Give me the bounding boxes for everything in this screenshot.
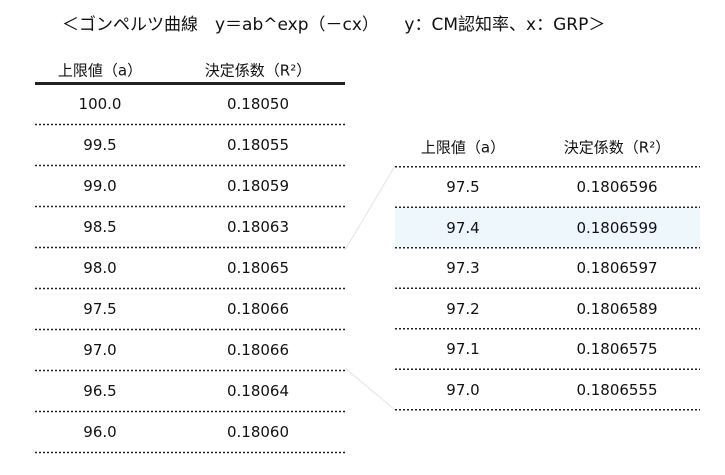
highlight-row bbox=[395, 207, 700, 247]
column-header: 上限値（a） bbox=[57, 61, 143, 80]
connector bbox=[344, 165, 396, 251]
table-cell: 97.5 bbox=[83, 300, 117, 318]
table-cell: 0.1806597 bbox=[576, 259, 658, 277]
table-cell: 97.3 bbox=[446, 259, 480, 277]
table-cell: 0.18060 bbox=[226, 423, 290, 441]
table-cell: 97.1 bbox=[446, 340, 480, 358]
table-cell: 0.18066 bbox=[226, 300, 290, 318]
table-cell: 100.0 bbox=[78, 95, 122, 113]
column-header: 上限値（a） bbox=[420, 138, 506, 157]
table-cell: 0.1806555 bbox=[576, 380, 658, 399]
table-cell: 97.5 bbox=[446, 178, 480, 196]
table-cell: 97.2 bbox=[446, 299, 480, 318]
table-cell: 99.0 bbox=[83, 177, 117, 195]
table-cell: 0.18066 bbox=[226, 341, 290, 359]
table-cell: 0.1806596 bbox=[576, 178, 658, 196]
column-header: 決定係数（R²） bbox=[204, 61, 312, 80]
title: ＜ゴンペルツ曲線 y＝ab^exp（－cx） y：CM認知率、x：GRP＞ bbox=[62, 15, 606, 35]
table-cell: 98.5 bbox=[83, 218, 117, 236]
table-cell: 98.0 bbox=[83, 259, 117, 277]
table-cell: 0.1806589 bbox=[576, 299, 658, 318]
table-cell: 99.5 bbox=[83, 136, 117, 154]
table-cell: 0.1806599 bbox=[576, 218, 658, 237]
table-cell: 96.5 bbox=[83, 382, 117, 400]
table-cell: 0.18055 bbox=[226, 136, 290, 154]
table-cell: 97.0 bbox=[446, 380, 480, 399]
table-cell: 0.18059 bbox=[226, 177, 290, 195]
table-cell: 97.0 bbox=[83, 341, 117, 359]
table-cell: 97.4 bbox=[446, 218, 480, 237]
table-cell: 0.18063 bbox=[226, 218, 290, 236]
rules bbox=[35, 82, 700, 454]
column-header: 決定係数（R²） bbox=[563, 138, 671, 157]
table-cell: 0.18064 bbox=[226, 382, 290, 400]
table-cell: 0.18065 bbox=[226, 259, 290, 277]
connector bbox=[344, 367, 396, 411]
table-cell: 0.1806575 bbox=[576, 340, 658, 358]
table-cell: 96.0 bbox=[83, 423, 117, 441]
table-cell: 0.18050 bbox=[226, 95, 290, 113]
